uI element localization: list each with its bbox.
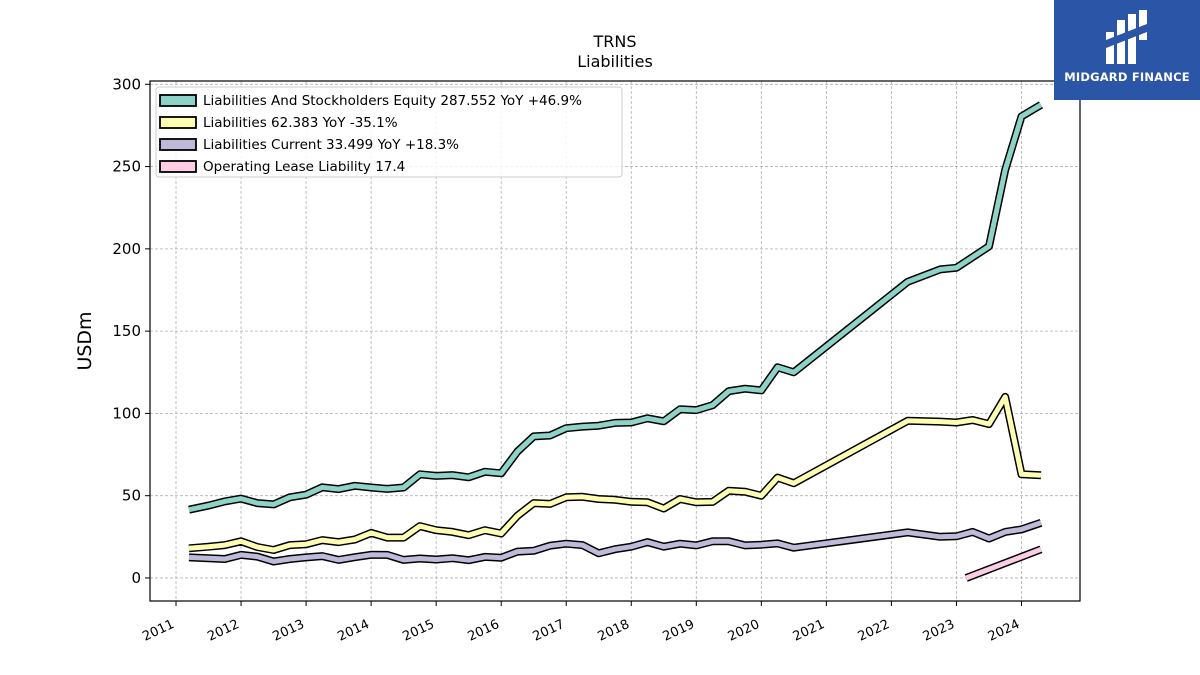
legend-swatch [159, 138, 197, 151]
x-tick-label: 2024 [986, 617, 1022, 645]
plot-frame [149, 80, 1081, 602]
x-tick-label: 2020 [726, 617, 762, 645]
legend-label: Liabilities And Stockholders Equity 287.… [203, 93, 582, 109]
x-tick-label: 2017 [531, 617, 567, 645]
y-axis-label: USDm [74, 311, 96, 370]
y-tick-label: 100 [112, 404, 141, 422]
x-tick-label: 2011 [140, 617, 176, 645]
x-tick-label: 2015 [401, 617, 437, 645]
y-tick-label: 50 [122, 487, 141, 505]
x-tick-label: 2016 [466, 617, 502, 645]
series-line-2 [188, 520, 1042, 564]
legend-label: Liabilities Current 33.499 YoY +18.3% [203, 137, 459, 153]
y-tick-label: 250 [112, 158, 141, 176]
x-tick-label: 2019 [661, 617, 697, 645]
midgard-logo-icon [1106, 10, 1147, 64]
x-tick-label: 2014 [335, 617, 371, 645]
x-axis: 2011 2012 2013 2014 2015 2016 2017 2018 2019 2020… [140, 601, 1022, 645]
series-line-3 [965, 546, 1042, 581]
legend-swatch [159, 94, 197, 107]
chart-subtitle: Liabilities [577, 52, 653, 71]
x-tick-label: 2012 [205, 617, 241, 645]
y-axis: 0 50 100 150 200 250 300 [112, 75, 150, 587]
brand-name: MIDGARD FINANCE [1064, 70, 1190, 84]
x-tick-label: 2022 [856, 617, 892, 645]
legend-box [155, 86, 623, 178]
legend-label: Operating Lease Liability 17.4 [203, 159, 405, 175]
legend: Liabilities And Stockholders Equity 287.… [155, 86, 623, 178]
series-line-0 [188, 102, 1043, 513]
x-tick-label: 2023 [921, 617, 957, 645]
y-tick-label: 300 [112, 75, 141, 93]
x-tick-label: 2021 [791, 617, 827, 645]
legend-label: Liabilities 62.383 YoY -35.1% [203, 115, 398, 131]
legend-swatch [159, 160, 197, 173]
series-lines [188, 101, 1044, 582]
x-tick-label: 2013 [270, 617, 306, 645]
legend-swatch [159, 116, 197, 129]
y-tick-label: 0 [131, 569, 141, 587]
y-tick-label: 200 [112, 240, 141, 258]
x-tick-label: 2018 [596, 617, 632, 645]
brand-logo: MIDGARD FINANCE [1054, 0, 1200, 100]
y-tick-label: 150 [112, 322, 141, 340]
chart-title: TRNS [592, 32, 636, 51]
series-line-1 [188, 394, 1042, 553]
